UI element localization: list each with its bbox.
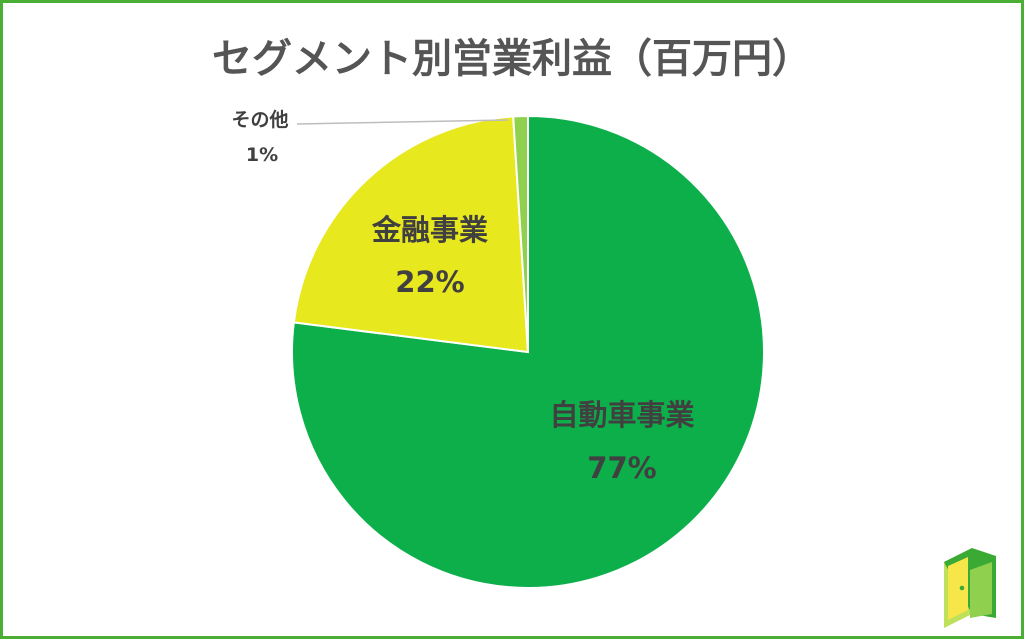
slice-label-finance: 金融事業	[371, 213, 488, 247]
slice-percent-other: 1%	[246, 144, 278, 166]
slice-label-other: その他	[231, 108, 288, 131]
chart-title: セグメント別営業利益（百万円）	[212, 36, 812, 82]
slice-other	[512, 114, 529, 353]
slice-percent-finance: 22%	[395, 265, 464, 299]
door-icon	[944, 548, 996, 628]
leader-line	[296, 119, 509, 125]
slice-percent-automotive: 77%	[587, 451, 656, 485]
pie-slices	[291, 114, 765, 589]
slice-finance	[292, 115, 530, 354]
slice-label-automotive: 自動車事業	[549, 398, 694, 432]
